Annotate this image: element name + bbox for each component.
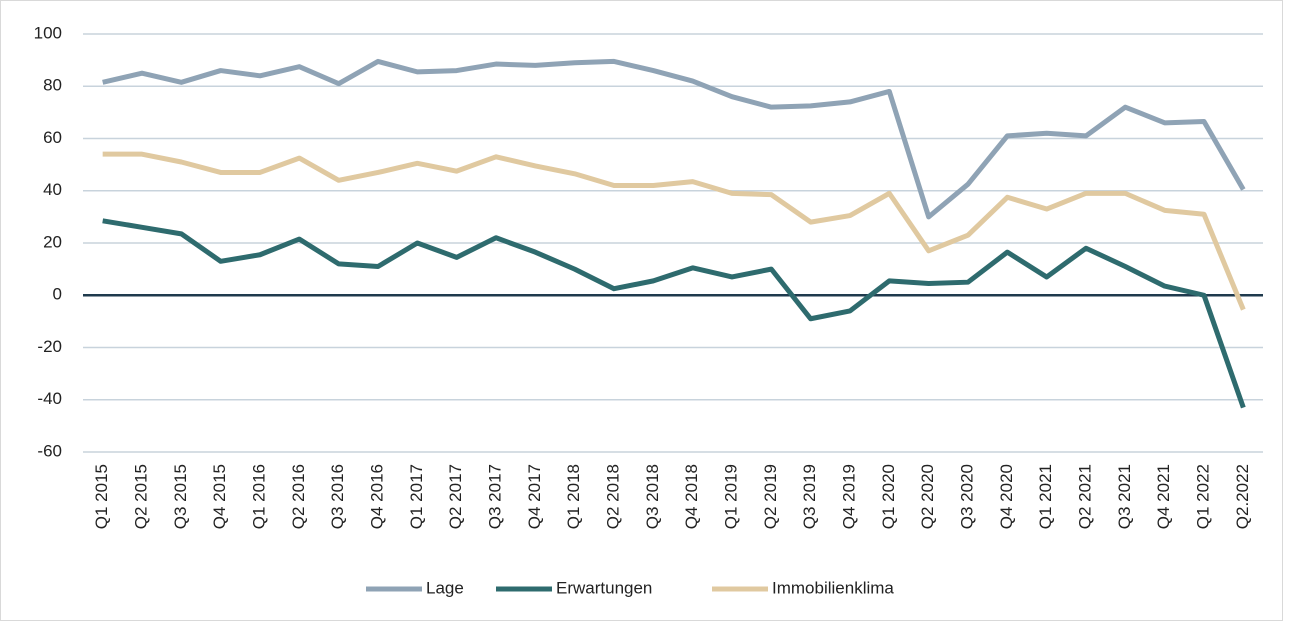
x-tick-label: Q3 2020: [957, 464, 976, 529]
legend-label: Lage: [426, 578, 464, 597]
x-tick-label: Q3 2021: [1115, 464, 1134, 529]
x-tick-label: Q1 2016: [249, 464, 268, 529]
y-tick-label: 0: [53, 285, 62, 304]
x-tick-label: Q4 2021: [1154, 464, 1173, 529]
x-tick-label: Q2 2021: [1075, 464, 1094, 529]
x-tick-label: Q1 2021: [1036, 464, 1055, 529]
y-tick-label: 80: [43, 76, 62, 95]
x-tick-label: Q2 2016: [289, 464, 308, 529]
x-tick-label: Q1 2019: [721, 464, 740, 529]
x-tick-label: Q3 2018: [643, 464, 662, 529]
x-tick-label: Q1 2020: [879, 464, 898, 529]
series-line: [102, 218, 1246, 409]
x-tick-label: Q3 2016: [328, 464, 347, 529]
y-tick-label: -20: [37, 337, 62, 356]
x-tick-label: Q1 2017: [407, 464, 426, 529]
x-tick-label: Q2.2022: [1233, 464, 1252, 529]
series-line: [102, 151, 1246, 311]
legend-label: Erwartungen: [556, 578, 652, 597]
x-tick-label: Q1 2022: [1193, 464, 1212, 529]
y-tick-label: 60: [43, 128, 62, 147]
x-tick-label: Q1 2015: [92, 464, 111, 529]
x-tick-label: Q4 2016: [367, 464, 386, 529]
y-tick-label: -40: [37, 389, 62, 408]
x-tick-label: Q2 2020: [918, 464, 937, 529]
x-tick-label: Q4 2017: [525, 464, 544, 529]
x-tick-label: Q4 2018: [682, 464, 701, 529]
x-tick-label: Q1 2018: [564, 464, 583, 529]
x-tick-label: Q3 2019: [800, 464, 819, 529]
x-tick-label: Q4 2020: [997, 464, 1016, 529]
x-tick-label: Q3 2017: [485, 464, 504, 529]
chart-border: [0, 0, 1283, 621]
legend-label: Immobilienklima: [772, 578, 894, 597]
x-tick-label: Q2 2019: [761, 464, 780, 529]
x-tick-label: Q3 2015: [171, 464, 190, 529]
x-tick-label: Q2 2015: [131, 464, 150, 529]
series-line: [102, 58, 1246, 220]
y-tick-label: 40: [43, 180, 62, 199]
y-tick-label: 20: [43, 232, 62, 251]
y-tick-label: 100: [34, 23, 62, 42]
x-tick-label: Q2 2017: [446, 464, 465, 529]
x-tick-label: Q4 2015: [210, 464, 229, 529]
x-tick-label: Q4 2019: [839, 464, 858, 529]
x-tick-label: Q2 2018: [603, 464, 622, 529]
y-tick-label: -60: [37, 441, 62, 460]
